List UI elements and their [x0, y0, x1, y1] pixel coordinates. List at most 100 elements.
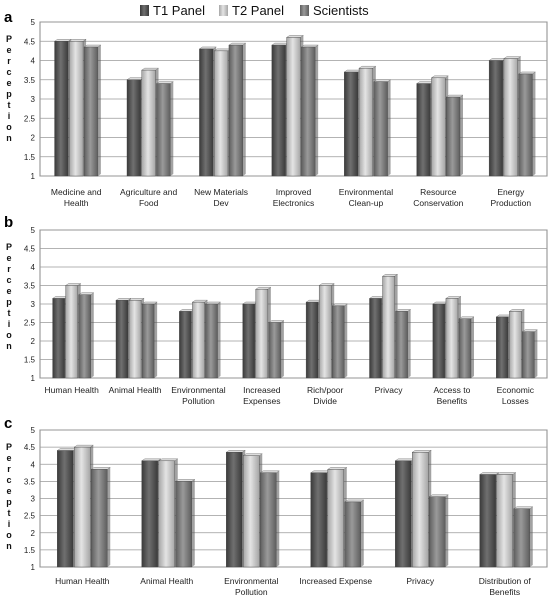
panel-c-bar-top — [73, 444, 94, 448]
panel-b-bar-t2-panel-1 — [128, 300, 142, 379]
panel-c-bar-scientists-5 — [513, 508, 530, 568]
panel-b-category-label: Animal Health — [109, 385, 162, 395]
legend-label-scientists: Scientists — [313, 3, 369, 18]
panel-c-category-label: Distribution of Benefits — [479, 576, 532, 597]
panel-b-bar-top — [141, 301, 158, 305]
panel-c-y-tick-label: 4 — [31, 460, 36, 469]
panel-b-category-label: Human Health — [45, 385, 100, 395]
panel-a-bar-t1-panel-2 — [199, 48, 214, 177]
panel-c-bar-top — [310, 470, 331, 474]
panel-c-bar-depth — [191, 479, 195, 567]
panel-a-bar-scientists-1 — [156, 83, 171, 177]
panel-c-bar-t2-panel-3 — [327, 469, 344, 568]
panel-c-bar-t2-panel-2 — [243, 455, 260, 568]
panel-b-y-tick-label: 4.5 — [24, 245, 36, 254]
panel-b-bar-t1-panel-2 — [179, 311, 192, 379]
panel-a-bar-t1-panel-4 — [344, 71, 359, 177]
panel-b-bar-t1-panel-5 — [369, 298, 382, 379]
panel-a-category-label: Medicine and Health — [51, 187, 102, 208]
panel-a-bar-t2-panel-3 — [286, 37, 301, 177]
panel-c-y-tick-label: 1.5 — [24, 546, 36, 555]
panel-c-category-label: Animal Health — [140, 576, 193, 586]
panel-a-bar-scientists-2 — [228, 44, 243, 177]
legend-label-t1-panel: T1 Panel — [153, 3, 205, 18]
panel-c-bar-scientists-3 — [344, 501, 361, 568]
panel-a-bar-top — [488, 58, 507, 61]
panel-c: c 1 1.5 2 2.5 3 3.5 4 4.5 5 P e r c e p t i o n Human Healt… — [4, 415, 548, 597]
panel-a-bar-top — [271, 42, 290, 46]
panel-b-bar-top — [318, 283, 335, 286]
panel-c-bar-t1-panel-0 — [57, 450, 74, 568]
panel-b-y-tick-label: 4 — [31, 263, 36, 272]
panel-a-bar-t1-panel-5 — [416, 83, 431, 177]
legend-swatch-scientists — [300, 5, 309, 16]
panel-a-bar-t2-panel-2 — [213, 50, 229, 177]
panel-b-bar-top — [115, 298, 132, 301]
panel-c-bar-top — [242, 453, 263, 456]
panel-b-bar-top — [51, 296, 69, 299]
panel-b-y-tick-label: 3 — [31, 300, 36, 309]
panel-a-bar-scientists-6 — [518, 73, 533, 177]
panel-c-bar-t1-panel-5 — [479, 474, 496, 568]
panel-b-bar-top — [191, 299, 209, 303]
panel-b-bar-scientists-6 — [458, 318, 472, 379]
panel-b: b 1 1.5 2 2.5 3 3.5 4 4.5 5 P e r c e p t i o n Human Healt… — [4, 214, 548, 406]
panel-a-bar-depth — [387, 79, 391, 176]
panel-b-bar-t2-panel-3 — [255, 289, 269, 379]
panel-b-bar-top — [255, 287, 272, 290]
panel-c-y-tick-label: 4.5 — [24, 443, 36, 452]
panel-c-y-tick-label: 2.5 — [24, 512, 36, 521]
panel-a-bar-top — [343, 69, 362, 73]
panel-a-y-tick-label: 2.5 — [24, 114, 36, 123]
legend-item-t1-panel: T1 Panel — [140, 3, 205, 18]
panel-a-bar-top — [126, 77, 145, 80]
panel-a-category-label: New Materials Dev — [194, 187, 248, 208]
panel-a-bar-t1-panel-3 — [271, 44, 286, 177]
panel-a-y-tick-label: 5 — [31, 18, 36, 27]
panel-a-bar-top — [503, 56, 522, 59]
panel-c-bar-depth — [360, 499, 364, 567]
panel-c-bar-t2-panel-5 — [496, 474, 513, 568]
panel-b-bar-top — [521, 329, 539, 332]
panel-a-y-tick-label: 1.5 — [24, 153, 36, 162]
panel-b-bar-scientists-1 — [141, 303, 155, 379]
panel-b-y-tick-label: 2.5 — [24, 319, 36, 328]
panel-c-bar-t2-panel-4 — [412, 452, 429, 568]
panel-b-bar-top — [128, 298, 145, 301]
panel-c-bar-scientists-4 — [429, 496, 446, 568]
panel-a-bar-top — [213, 48, 232, 52]
panel-a-bar-top — [68, 39, 87, 42]
panel-c-bar-scientists-0 — [91, 469, 108, 568]
panel-b-bar-top — [204, 301, 222, 305]
panel-c-bar-top — [411, 450, 432, 453]
panel-a-bar-scientists-5 — [446, 96, 461, 177]
panel-a-bar-depth — [97, 45, 101, 177]
panel-b-category-label: Access to Benefits — [434, 385, 471, 406]
panel-a-bar-depth — [170, 81, 174, 176]
panel-c-bar-top — [175, 479, 196, 482]
legend-swatch-t1-panel — [140, 5, 149, 16]
panel-c-bar-top — [394, 458, 415, 462]
panel-b-bar-top — [178, 309, 196, 312]
panel-c-category-label: Privacy — [406, 576, 435, 586]
panel-b-bar-top — [495, 314, 512, 318]
panel-b-bar-top — [268, 320, 285, 323]
panel-b-bar-top — [381, 274, 399, 277]
panel-a-bar-scientists-3 — [301, 46, 316, 177]
panel-b-bar-top — [458, 316, 475, 319]
panel-c-y-tick-label: 3.5 — [24, 477, 36, 486]
panel-b-bar-depth — [470, 316, 474, 378]
panel-b-y-tick-label: 1.5 — [24, 356, 36, 365]
panel-a-bar-scientists-0 — [83, 46, 99, 177]
panel-a-category-label: Improved Electronics — [273, 187, 315, 208]
panel-a-bar-top — [300, 44, 319, 48]
panel-b-category-label: Environmental Pollution — [171, 385, 225, 406]
panel-b-bar-scientists-2 — [205, 303, 218, 379]
panel-a-bar-t1-panel-6 — [488, 60, 504, 177]
panel-a-category-label: Energy Production — [490, 187, 531, 208]
panel-c-bar-top — [428, 494, 449, 497]
panel-b-bar-scientists-7 — [522, 331, 535, 379]
panel-a-bar-t2-panel-0 — [69, 41, 84, 177]
panel-b-y-tick-label: 2 — [31, 337, 36, 346]
